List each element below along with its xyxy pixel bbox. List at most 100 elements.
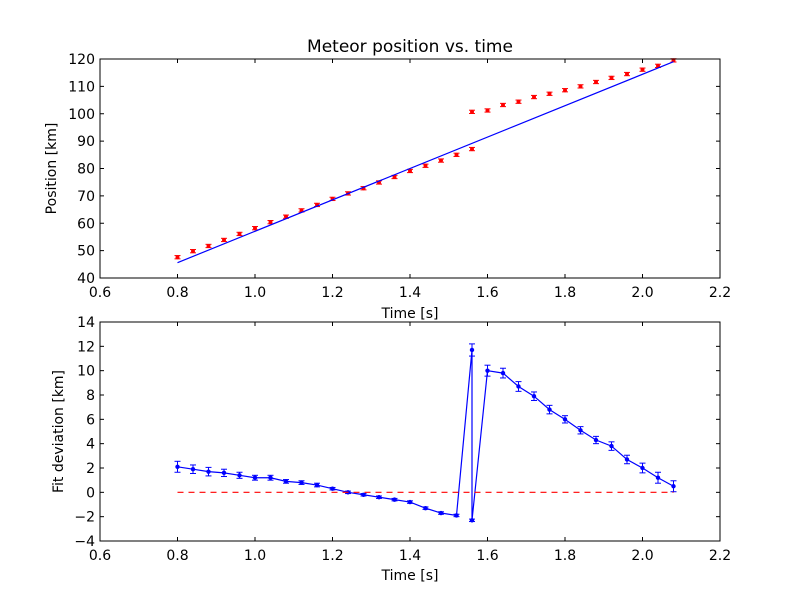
- data-point: [470, 147, 474, 152]
- x-tick-label: 0.6: [89, 285, 111, 301]
- data-point: [191, 249, 195, 254]
- y-tick-label: 90: [77, 134, 95, 150]
- x-tick-label: 1.0: [244, 285, 266, 301]
- data-point: [423, 163, 428, 168]
- data-point: [547, 407, 552, 412]
- data-point: [299, 480, 304, 485]
- x-tick-label: 2.0: [631, 548, 653, 564]
- x-axis-label: Time [s]: [381, 568, 439, 584]
- data-point: [640, 67, 645, 72]
- data-point: [237, 473, 242, 478]
- data-point: [671, 484, 676, 489]
- data-point: [454, 152, 459, 157]
- data-point: [609, 75, 614, 80]
- y-tick-label: 110: [68, 79, 95, 95]
- y-tick-label: 4: [86, 437, 95, 453]
- y-tick-label: 14: [77, 315, 95, 331]
- data-point: [268, 475, 273, 480]
- data-point: [562, 417, 568, 422]
- data-point: [253, 226, 257, 231]
- data-point: [222, 237, 226, 242]
- data-point: [516, 99, 521, 104]
- data-point: [593, 437, 599, 443]
- y-tick-label: 8: [86, 388, 95, 404]
- x-tick-label: 0.6: [89, 548, 111, 564]
- data-point: [485, 368, 490, 373]
- data-point: [423, 505, 428, 511]
- deviation-line: [177, 349, 674, 521]
- x-tick-label: 1.6: [476, 548, 498, 564]
- data-point: [625, 72, 629, 77]
- position-chart: Meteor position vs. time Time [s] Positi…: [44, 37, 731, 322]
- data-point: [594, 79, 598, 84]
- y-tick-label: 120: [68, 52, 95, 68]
- x-tick-label: 1.2: [321, 285, 343, 301]
- y-tick-label: 12: [77, 339, 95, 355]
- plot-frame: [99, 58, 721, 279]
- x-tick-label: 1.8: [554, 285, 576, 301]
- data-point: [578, 84, 583, 89]
- data-point: [470, 109, 474, 114]
- data-point: [175, 255, 180, 260]
- data-point: [469, 347, 475, 353]
- data-point: [299, 208, 304, 213]
- y-tick-label: 40: [77, 271, 95, 287]
- x-tick-label: 2.2: [709, 285, 731, 301]
- fit-line: [177, 61, 674, 264]
- x-axis-label: Time [s]: [381, 306, 439, 322]
- data-point: [531, 394, 537, 399]
- data-point: [454, 513, 459, 518]
- y-tick-label: 60: [77, 216, 95, 232]
- x-tick-label: 2.0: [631, 285, 653, 301]
- y-tick-label: 2: [86, 461, 95, 477]
- data-point: [547, 91, 552, 96]
- data-point: [532, 95, 536, 100]
- x-tick-label: 1.0: [244, 548, 266, 564]
- data-point: [408, 168, 412, 173]
- chart-title: Meteor position vs. time: [307, 37, 513, 57]
- data-point: [469, 518, 475, 523]
- data-point: [578, 428, 583, 433]
- data-point: [376, 495, 382, 500]
- data-point: [190, 467, 196, 472]
- data-point: [609, 443, 614, 449]
- data-point: [314, 482, 320, 488]
- y-tick-label: 10: [77, 364, 95, 380]
- data-point: [330, 486, 335, 491]
- data-point: [516, 384, 521, 389]
- y-tick-label: 100: [68, 107, 95, 123]
- data-point: [206, 469, 211, 474]
- data-point: [407, 499, 413, 505]
- data-point: [392, 497, 397, 502]
- y-tick-label: −2: [74, 510, 95, 526]
- y-tick-label: 6: [86, 412, 95, 428]
- y-axis-label: Fit deviation [km]: [51, 370, 67, 493]
- data-point: [237, 231, 242, 236]
- data-point: [656, 63, 660, 68]
- data-point: [485, 108, 490, 113]
- data-point: [501, 102, 505, 107]
- y-tick-label: 80: [77, 162, 95, 178]
- data-point: [283, 479, 289, 484]
- data-point: [221, 470, 227, 476]
- data-point: [268, 220, 273, 225]
- data-point: [175, 464, 180, 469]
- data-point: [439, 158, 443, 163]
- y-tick-label: 50: [77, 244, 95, 260]
- data-point: [392, 174, 397, 179]
- y-tick-label: 70: [77, 189, 95, 205]
- data-point: [655, 475, 661, 480]
- x-tick-label: 1.2: [321, 548, 343, 564]
- x-tick-label: 1.8: [554, 548, 576, 564]
- data-point: [361, 492, 366, 497]
- x-tick-label: 2.2: [709, 548, 731, 564]
- x-tick-label: 1.4: [399, 285, 421, 301]
- x-tick-label: 0.8: [166, 285, 188, 301]
- y-tick-label: 0: [86, 485, 95, 501]
- data-point: [500, 370, 506, 376]
- data-point: [206, 243, 211, 248]
- data-point: [252, 475, 258, 480]
- data-point: [563, 88, 567, 93]
- y-tick-label: −4: [74, 534, 95, 550]
